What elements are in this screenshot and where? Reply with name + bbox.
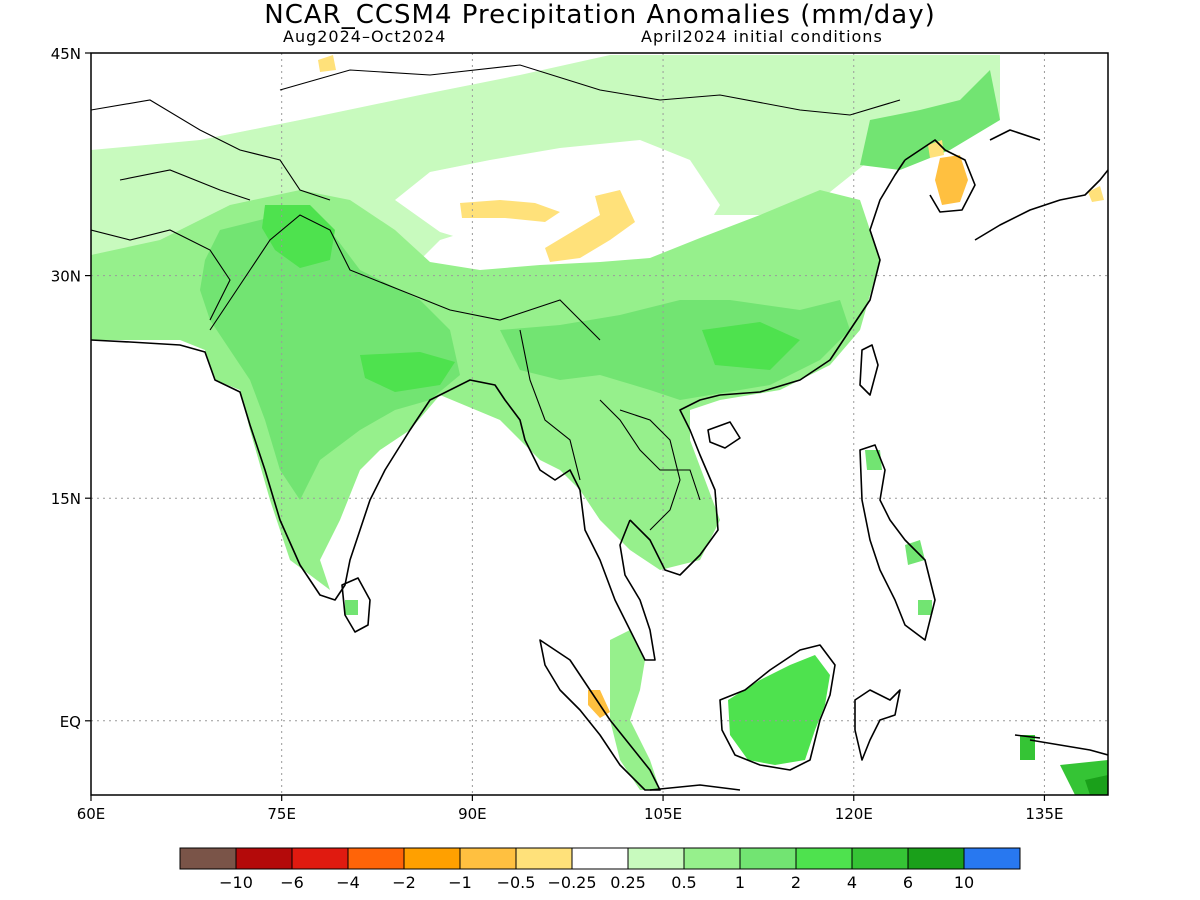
legend-swatch-14 [963,847,1021,870]
coastline-hainan [707,421,741,449]
border-myanmar-thailand [519,329,701,501]
legend-label-1: −6 [280,873,304,892]
legend-label-10: 2 [791,873,801,892]
legend-swatch-7 [571,847,629,870]
legend-swatch-10 [739,847,797,870]
legend-swatch-2 [291,847,349,870]
anomaly-region-india-core [200,215,460,500]
border-mongolia [279,64,901,116]
lat-tick-label-0: 45N [51,45,81,63]
legend-label-9: 1 [735,873,745,892]
legend-swatch-11 [795,847,853,870]
coastline-arabian-sea-india [91,339,451,601]
legend-swatch-12 [851,847,909,870]
initial-conditions: April2024 initial conditions [641,27,883,46]
legend-label-0: −10 [219,873,253,892]
coastline-java [649,784,741,791]
anomaly-region-borneo [728,655,830,765]
coastline-new-guinea [1014,734,1108,756]
anomaly-region-mongolia-dry [318,55,336,72]
lon-tick-label-1: 75E [267,805,296,823]
anomaly-region-tibet-neutral [395,140,720,258]
coastline-borneo [719,644,836,771]
coastline-sulawesi [854,689,901,761]
anomaly-region-northeast-china [860,70,1000,170]
lon-tick-label-3: 105E [644,805,682,823]
legend-swatch-4 [403,847,461,870]
lon-tick-label-2: 90E [458,805,487,823]
legend-label-13: 10 [954,873,974,892]
legend-swatch-13 [907,847,965,870]
coastlines [91,129,1108,791]
lat-tick-label-1: 30N [51,268,81,286]
legend-label-7: 0.25 [610,873,646,892]
longitude-axis: 60E 75E 90E 105E 120E 135E [77,795,1063,823]
legend-swatch-6 [515,847,573,870]
coastline-korea [904,139,976,213]
anomaly-region-tibet-dry-east [545,190,635,262]
anomaly-region-china-strong [702,322,800,370]
legend-label-2: −4 [336,873,360,892]
lat-tick-label-2: 15N [51,490,81,508]
legend-swatch-8 [627,847,685,870]
lon-tick-label-4: 120E [835,805,873,823]
latitude-axis: 45N 30N 15N EQ [51,45,91,731]
anomaly-region-new-guinea-strong [1085,775,1108,795]
lat-tick-label-3: EQ [60,713,81,731]
anomaly-region-philippines [865,450,932,615]
legend-label-6: −0.25 [547,873,596,892]
color-legend: −10 −6 −4 −2 −1 −0.5 −0.25 0.25 0.5 1 2 4 6 10 [179,847,1021,892]
anomaly-region-sri-lanka [345,600,358,615]
coastline-bay-of-bengal [449,379,581,491]
legend-label-11: 4 [847,873,857,892]
map-title: NCAR_CCSM4 Precipitation Anomalies (mm/d… [264,0,936,30]
anomaly-region-sumatra [610,630,660,790]
legend-label-4: −1 [448,873,472,892]
lon-tick-label-5: 135E [1025,805,1063,823]
coastline-malay-peninsula [579,489,656,661]
legend-swatch-3 [347,847,405,870]
legend-swatch-0 [179,847,237,870]
border-china-west [91,99,331,201]
legend-swatch-9 [683,847,741,870]
coastline-taiwan [859,344,879,396]
map-frame [90,52,1109,796]
coastline-south-china [719,159,906,396]
anomaly-field [91,55,1108,795]
anomaly-region-bengal-strong [360,352,455,392]
anomaly-region-tibet-dry-west [460,200,560,222]
anomaly-region-korea-dry [935,155,968,205]
legend-label-12: 6 [903,873,913,892]
border-himalaya [209,214,601,341]
map-gridlines [91,53,1108,795]
border-indochina [619,409,681,531]
coastline-philippines [859,444,936,641]
coastline-japan [974,129,1108,241]
coastline-sri-lanka [341,577,371,633]
lon-tick-label-0: 60E [77,805,106,823]
anomaly-region-north-india-strong [262,205,335,268]
legend-label-8: 0.5 [671,873,696,892]
coastline-gulf-of-thailand [629,394,721,576]
legend-label-3: −2 [392,873,416,892]
forecast-period: Aug2024–Oct2024 [283,27,447,46]
legend-label-5: −0.5 [497,873,536,892]
anomaly-region-japan-dry [1088,186,1104,202]
country-borders [91,64,901,531]
border-central-asia [91,169,251,321]
legend-swatch-1 [235,847,293,870]
legend-swatch-5 [459,847,517,870]
